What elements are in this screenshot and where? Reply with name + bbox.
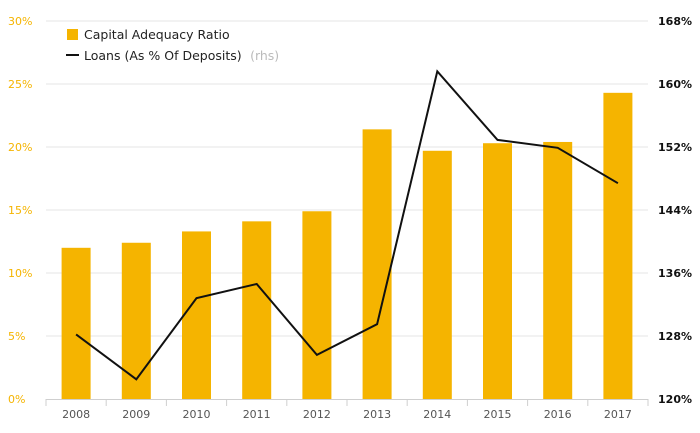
y-left-tick-label: 15%: [8, 204, 32, 217]
y-left-tick-label: 20%: [8, 141, 32, 154]
bar: [362, 129, 392, 400]
x-tick-label: 2008: [62, 408, 90, 421]
bar: [543, 141, 573, 399]
y-right-tick-label: 160%: [658, 78, 692, 91]
x-tick-label: 2011: [243, 408, 271, 421]
bar: [121, 242, 151, 399]
bar: [422, 150, 452, 399]
bar: [242, 221, 272, 399]
y-right-tick-label: 128%: [658, 330, 692, 343]
legend-line-label: Loans (As % Of Deposits): [84, 48, 242, 63]
y-right-tick-label: 152%: [658, 141, 692, 154]
x-tick-label: 2013: [363, 408, 391, 421]
bar: [603, 92, 633, 399]
line-series: [75, 69, 619, 381]
x-tick-label: 2010: [183, 408, 211, 421]
x-tick-label: 2017: [604, 408, 632, 421]
y-right-tick-label: 120%: [658, 393, 692, 406]
y-left-tick-label: 30%: [8, 15, 32, 28]
y-left-tick-label: 5%: [8, 330, 25, 343]
bar: [483, 143, 512, 399]
bar: [182, 231, 211, 399]
legend-line-suffix: (rhs): [250, 48, 279, 63]
x-tick-label: 2009: [122, 408, 150, 421]
y-left-tick-label: 10%: [8, 267, 32, 280]
y-right-tick-label: 136%: [658, 267, 692, 280]
legend-line-text: Loans (As % Of Deposits) (rhs): [84, 47, 279, 64]
loans-line: [75, 69, 619, 381]
left-axis: 0% 5% 10% 15% 20% 25% 30%: [8, 15, 32, 406]
legend-bar-label: Capital Adequacy Ratio: [84, 27, 230, 42]
x-axis: 2008 2009 2010 2011 2012 2013 2014 2015 2016 2017: [45, 399, 649, 421]
bar-series: [61, 92, 633, 400]
y-left-tick-label: 0%: [8, 393, 25, 406]
bar: [61, 247, 91, 399]
x-tick-label: 2016: [544, 408, 572, 421]
legend: Capital Adequacy Ratio Loans (As % Of De…: [66, 27, 279, 64]
x-tick-label: 2012: [303, 408, 331, 421]
right-axis: 120% 128% 136% 144% 152% 160% 168%: [658, 15, 692, 406]
y-left-tick-label: 25%: [8, 78, 32, 91]
legend-bar-swatch: [67, 29, 78, 40]
bar: [302, 211, 332, 399]
y-right-tick-label: 168%: [658, 15, 692, 28]
x-tick-label: 2015: [484, 408, 512, 421]
x-tick-label: 2014: [423, 408, 451, 421]
y-right-tick-label: 144%: [658, 204, 692, 217]
